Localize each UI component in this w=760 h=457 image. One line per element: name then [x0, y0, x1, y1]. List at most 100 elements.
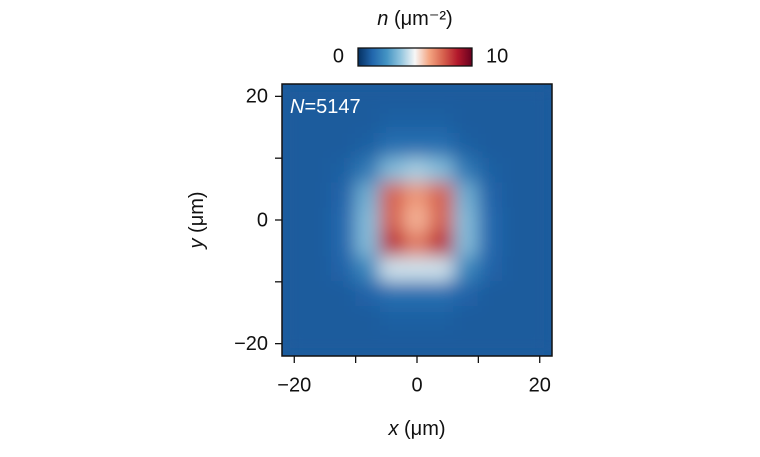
heatmap-cell — [526, 330, 552, 356]
heatmap-cell — [526, 207, 552, 233]
heatmap — [282, 84, 552, 356]
heatmap-cell — [355, 281, 381, 308]
colorbar-tick-label: 0 — [333, 45, 344, 67]
heatmap-cell — [306, 182, 332, 209]
heatmap-cell — [355, 207, 381, 233]
heatmap-cell — [282, 132, 308, 159]
heatmap-cell — [477, 132, 504, 159]
heatmap-cell — [477, 306, 504, 332]
heatmap-cell — [355, 306, 381, 332]
heatmap-cell — [428, 132, 455, 159]
x-tick-label: 20 — [529, 374, 551, 396]
heatmap-cell — [502, 330, 528, 356]
heatmap-cell — [477, 256, 504, 283]
heatmap-cell — [453, 207, 479, 233]
heatmap-cell — [502, 306, 528, 332]
heatmap-cell — [502, 84, 528, 110]
heatmap-cell — [330, 330, 357, 356]
heatmap-cell — [355, 84, 381, 110]
heatmap-cell — [526, 231, 552, 258]
heatmap-cell — [428, 84, 455, 110]
heatmap-cell — [379, 84, 406, 110]
heatmap-cell — [355, 256, 381, 283]
heatmap-cell — [355, 330, 381, 356]
y-tick-label: 20 — [246, 86, 268, 108]
heatmap-cell — [428, 256, 455, 283]
heatmap-cell — [330, 207, 357, 233]
heatmap-cell — [502, 157, 528, 184]
heatmap-cell — [330, 306, 357, 332]
heatmap-cell — [306, 157, 332, 184]
y-axis-label: y (μm) — [186, 191, 208, 250]
heatmap-cell — [306, 108, 332, 134]
heatmap-cell — [306, 84, 332, 110]
heatmap-cell — [428, 330, 455, 356]
heatmap-cell — [404, 182, 430, 209]
heatmap-cell — [379, 231, 406, 258]
heatmap-cell — [355, 231, 381, 258]
heatmap-cell — [428, 108, 455, 134]
heatmap-cell — [330, 231, 357, 258]
heatmap-cell — [404, 231, 430, 258]
heatmap-cell — [282, 306, 308, 332]
heatmap-cell — [502, 132, 528, 159]
heatmap-cell — [379, 157, 406, 184]
heatmap-cell — [306, 231, 332, 258]
heatmap-cell — [404, 306, 430, 332]
heatmap-cell — [355, 157, 381, 184]
heatmap-cell — [428, 231, 455, 258]
heatmap-cell — [477, 281, 504, 308]
heatmap-cell — [453, 157, 479, 184]
heatmap-cell — [404, 256, 430, 283]
heatmap-cell — [330, 84, 357, 110]
colorbar-tick-label: 10 — [486, 45, 508, 67]
heatmap-cell — [477, 108, 504, 134]
heatmap-cell — [306, 281, 332, 308]
heatmap-cell — [330, 256, 357, 283]
heatmap-cell — [502, 207, 528, 233]
colorbar-symbol: n — [377, 8, 388, 30]
heatmap-cell — [282, 231, 308, 258]
heatmap-cell — [379, 182, 406, 209]
heatmap-cell — [526, 281, 552, 308]
colorbar — [357, 47, 473, 67]
x-tick-label: −20 — [277, 374, 311, 396]
heatmap-cell — [306, 256, 332, 283]
heatmap-cell — [453, 84, 479, 110]
heatmap-cell — [306, 330, 332, 356]
heatmap-cell — [428, 157, 455, 184]
heatmap-cell — [477, 231, 504, 258]
heatmap-cell — [453, 231, 479, 258]
heatmap-cell — [330, 281, 357, 308]
heatmap-cell — [453, 182, 479, 209]
colorbar-unit: (μm⁻²) — [394, 8, 453, 30]
heatmap-cell — [404, 207, 430, 233]
annotation: N=5147 — [290, 96, 361, 118]
heatmap-cell — [453, 306, 479, 332]
heatmap-cell — [306, 306, 332, 332]
heatmap-cell — [404, 330, 430, 356]
heatmap-cell — [379, 207, 406, 233]
heatmap-cell — [379, 306, 406, 332]
heatmap-cell — [428, 306, 455, 332]
heatmap-cell — [526, 256, 552, 283]
heatmap-cell — [502, 256, 528, 283]
heatmap-cell — [477, 207, 504, 233]
heatmap-cell — [526, 84, 552, 110]
heatmap-cell — [453, 330, 479, 356]
annotation-text: =5147 — [304, 96, 360, 118]
y-label-unit: (μm) — [186, 191, 208, 233]
heatmap-cell — [428, 281, 455, 308]
heatmap-cell — [453, 108, 479, 134]
heatmap-cell — [282, 330, 308, 356]
heatmap-cell — [502, 182, 528, 209]
heatmap-cell — [282, 256, 308, 283]
x-label-unit: (μm) — [404, 418, 446, 440]
heatmap-cell — [282, 281, 308, 308]
heatmap-cell — [526, 182, 552, 209]
heatmap-cell — [428, 182, 455, 209]
heatmap-cell — [404, 281, 430, 308]
heatmap-cell — [330, 157, 357, 184]
heatmap-cell — [453, 132, 479, 159]
